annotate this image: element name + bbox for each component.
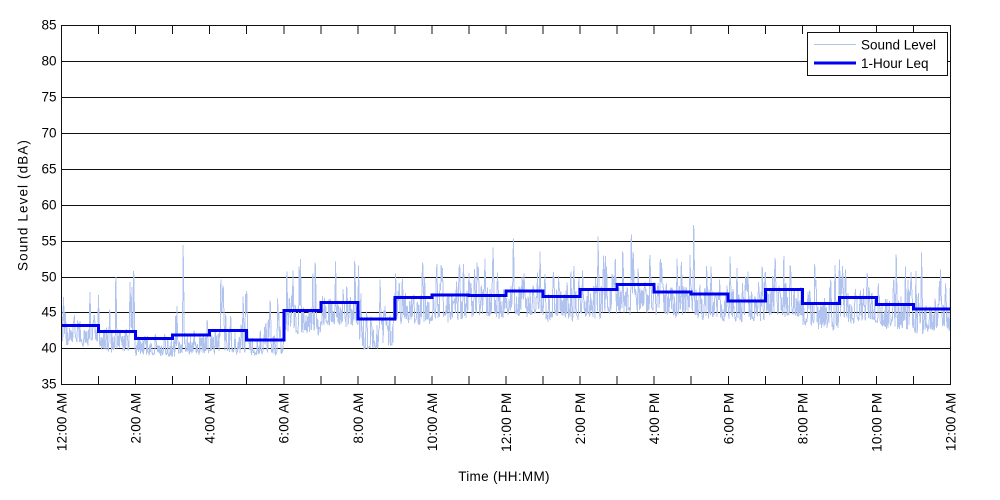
svg-text:75: 75 [41, 90, 56, 105]
svg-text:1-Hour Leq: 1-Hour Leq [861, 56, 929, 71]
svg-text:12:00 AM: 12:00 AM [944, 393, 959, 452]
svg-text:8:00 AM: 8:00 AM [351, 393, 366, 444]
svg-text:Sound Level (dBA): Sound Level (dBA) [16, 139, 31, 271]
svg-text:10:00 AM: 10:00 AM [425, 393, 440, 452]
svg-text:2:00 AM: 2:00 AM [129, 393, 144, 444]
svg-text:12:00 AM: 12:00 AM [55, 393, 70, 452]
svg-text:6:00 PM: 6:00 PM [721, 393, 736, 445]
svg-text:85: 85 [41, 18, 56, 33]
svg-text:10:00 PM: 10:00 PM [869, 393, 884, 452]
svg-text:60: 60 [41, 198, 56, 213]
svg-text:50: 50 [41, 270, 56, 285]
svg-text:4:00 PM: 4:00 PM [647, 393, 662, 445]
svg-text:Time (HH:MM): Time (HH:MM) [458, 469, 550, 484]
svg-text:2:00 PM: 2:00 PM [573, 393, 588, 445]
svg-text:8:00 PM: 8:00 PM [795, 393, 810, 445]
svg-text:12:00 PM: 12:00 PM [499, 393, 514, 452]
svg-text:45: 45 [41, 305, 56, 320]
svg-text:6:00 AM: 6:00 AM [277, 393, 292, 444]
svg-text:35: 35 [41, 377, 56, 392]
svg-text:65: 65 [41, 162, 56, 177]
svg-text:Sound Level: Sound Level [861, 38, 936, 53]
svg-text:4:00 AM: 4:00 AM [203, 393, 218, 444]
svg-text:40: 40 [41, 341, 56, 356]
svg-text:55: 55 [41, 234, 56, 249]
svg-text:80: 80 [41, 54, 56, 69]
svg-text:70: 70 [41, 126, 56, 141]
